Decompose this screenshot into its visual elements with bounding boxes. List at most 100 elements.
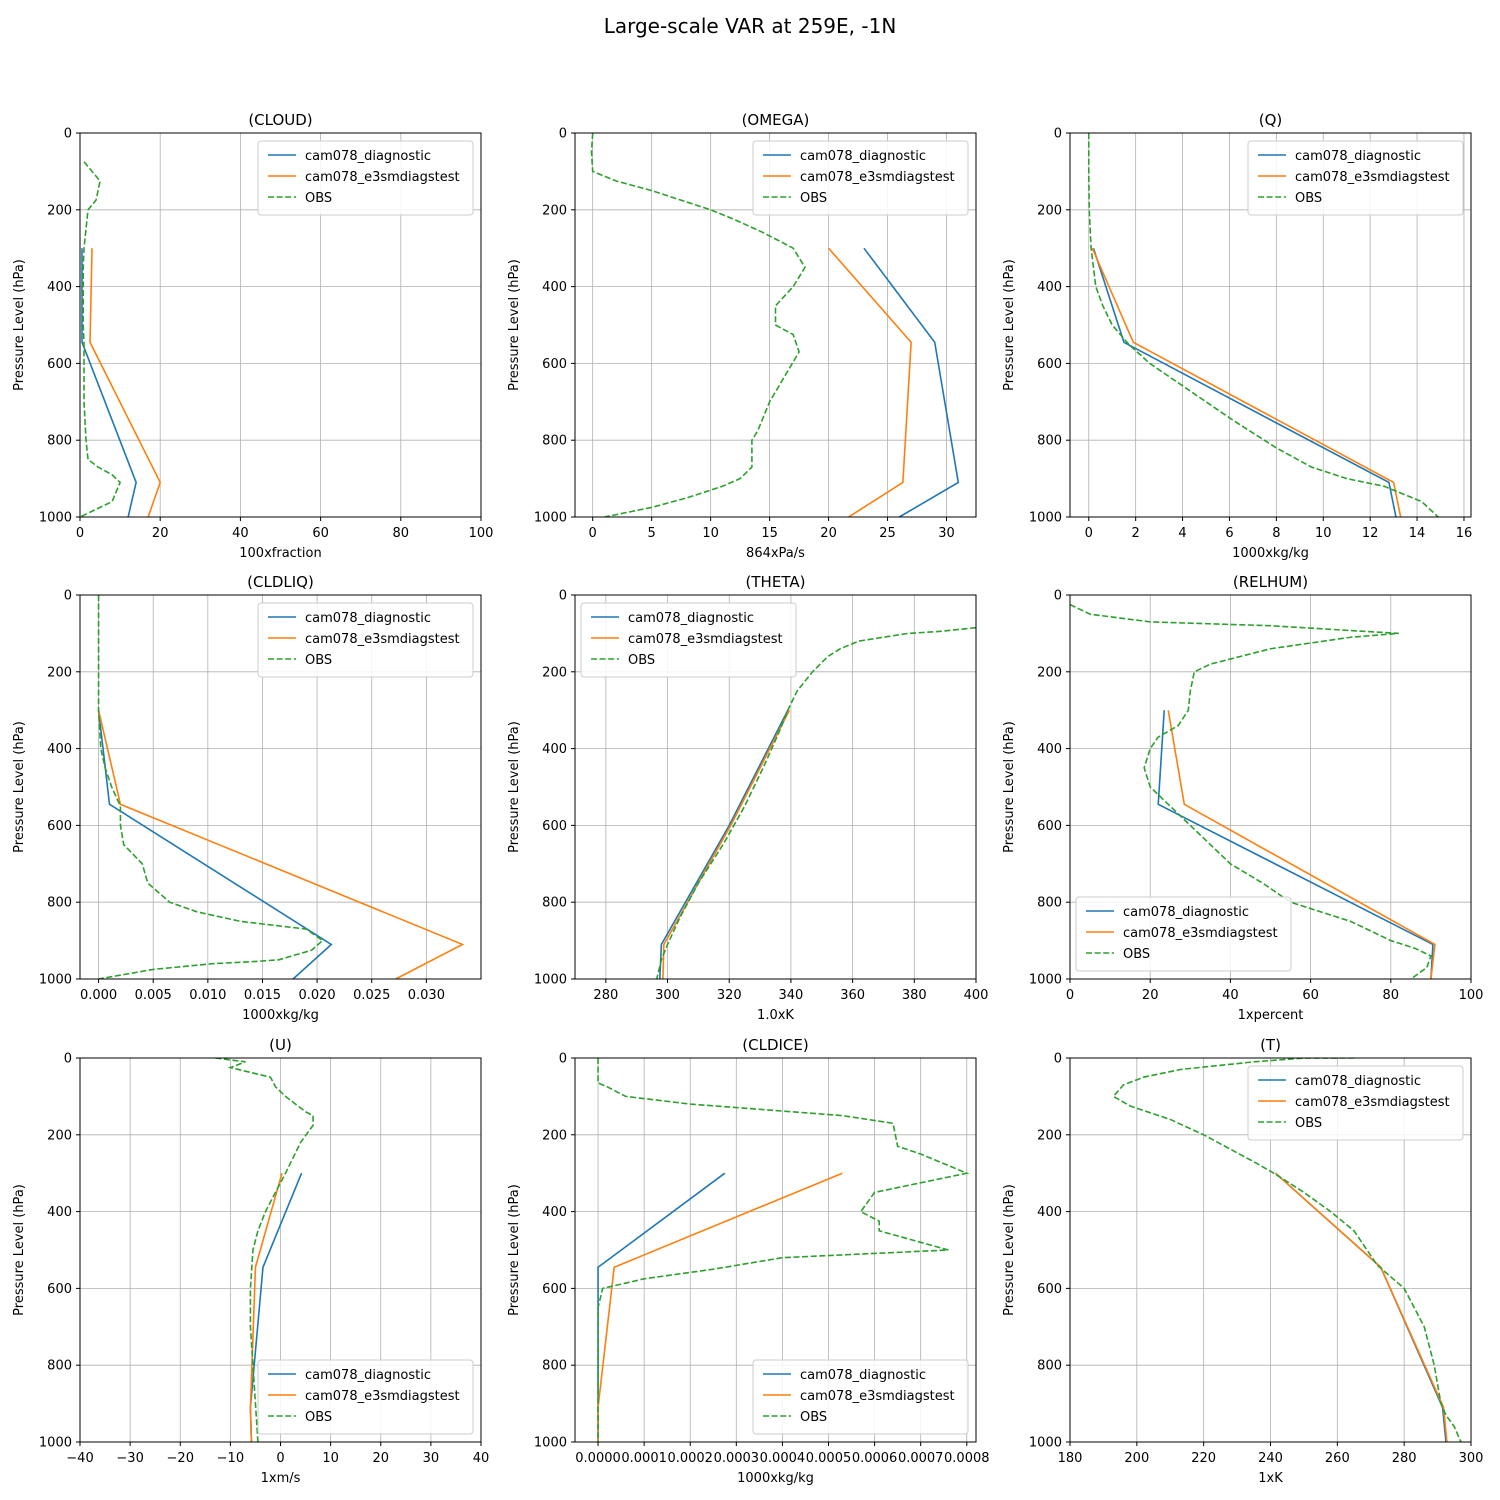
chart-title: (CLDLIQ) (247, 573, 314, 591)
x-tick-label: 240 (1258, 1451, 1283, 1466)
y-tick-label: 600 (542, 819, 567, 834)
y-axis-label: Pressure Level (hPa) (12, 259, 27, 391)
legend-label: OBS (1123, 947, 1150, 962)
x-tick-label: 0.030 (408, 988, 445, 1003)
x-tick-label: 0.0004 (760, 1451, 806, 1466)
y-tick-label: 800 (542, 896, 567, 911)
legend-label: cam078_e3smdiagstest (1295, 170, 1450, 185)
x-tick-label: 400 (964, 988, 989, 1003)
legend-label: cam078_e3smdiagstest (1295, 1095, 1450, 1110)
y-tick-label: 400 (47, 280, 72, 295)
y-tick-label: 800 (542, 1359, 567, 1374)
legend-label: OBS (628, 653, 655, 668)
y-axis-label: Pressure Level (hPa) (1002, 259, 1017, 391)
series-line-cam078_e3smdiagstest (97, 710, 465, 979)
y-tick-label: 1000 (39, 973, 72, 988)
x-tick-label: 15 (761, 526, 778, 541)
y-tick-label: 200 (47, 203, 72, 218)
y-tick-label: 200 (1037, 203, 1062, 218)
legend-label: OBS (305, 653, 332, 668)
legend-box (580, 602, 797, 678)
series-line-cam078_e3smdiagstest (249, 1172, 283, 1442)
x-tick-label: 360 (840, 988, 865, 1003)
y-tick-label: 0 (1054, 1052, 1062, 1067)
x-tick-label: 30 (938, 526, 955, 541)
y-tick-label: 1000 (534, 1436, 567, 1451)
chart-title: (OMEGA) (742, 111, 810, 129)
x-tick-label: 0 (76, 526, 84, 541)
series-line-OBS (597, 1058, 970, 1442)
series-line-cam078_e3smdiagstest (89, 248, 162, 517)
chart-panel-4: 0.000 0.005 0.010 0.015 0.020 0.025 0.030 0 200 4… (12, 573, 482, 1023)
y-tick-label: 400 (542, 1205, 567, 1220)
legend: cam078_diagnostic cam078_e3smdiagstest OBS (1075, 896, 1292, 972)
y-tick-label: 600 (47, 1282, 72, 1297)
axes-frame (574, 1057, 977, 1443)
legend-label: cam078_diagnostic (800, 1368, 926, 1383)
x-axis-label: 1000xkg/kg (242, 1008, 319, 1023)
axes-frame (574, 594, 977, 980)
legend-label: cam078_diagnostic (305, 611, 431, 626)
series-line-OBS (1070, 603, 1432, 979)
x-tick-label: 20 (152, 526, 169, 541)
y-axis-label: Pressure Level (hPa) (507, 721, 522, 853)
x-tick-label: 2 (1132, 526, 1140, 541)
x-tick-label: 0.0007 (898, 1451, 944, 1466)
y-tick-label: 800 (542, 434, 567, 449)
x-tick-label: 20 (372, 1451, 389, 1466)
series-line-OBS (1087, 133, 1439, 517)
x-tick-label: 0 (276, 1451, 284, 1466)
axes-frame (1069, 594, 1472, 980)
series-line-cam078_diagnostic (1274, 1172, 1447, 1442)
x-tick-label: 0.0006 (852, 1451, 898, 1466)
legend-label: cam078_diagnostic (800, 149, 926, 164)
y-tick-label: 600 (47, 357, 72, 372)
y-tick-label: 1000 (1029, 511, 1062, 526)
y-tick-label: 800 (47, 896, 72, 911)
y-tick-label: 1000 (534, 511, 567, 526)
legend-label: cam078_diagnostic (305, 1368, 431, 1383)
legend: cam078_diagnostic cam078_e3smdiagstest OBS (580, 602, 797, 678)
chart-panel-7: −40 −30 −20 −10 0 10 20 30 4002004006008001000(U… (12, 1036, 489, 1486)
legend-label: OBS (800, 1410, 827, 1425)
figure-title: Large-scale VAR at 259E, -1N (603, 14, 897, 38)
chart-title: (CLDICE) (742, 1036, 808, 1054)
y-tick-label: 0 (559, 1052, 567, 1067)
x-tick-label: 12 (1362, 526, 1379, 541)
x-axis-label: 1xK (1258, 1471, 1283, 1486)
x-tick-label: −40 (66, 1451, 93, 1466)
x-tick-label: 40 (473, 1451, 490, 1466)
chart-panel-8: 0.0000 0.0001 0.0002 0.0003 0.0004 0.0005 0.00… (507, 1036, 990, 1486)
chart-title: (Q) (1259, 111, 1283, 129)
y-tick-label: 600 (1037, 357, 1062, 372)
chart-title: (T) (1260, 1036, 1281, 1054)
y-tick-label: 400 (1037, 1205, 1062, 1220)
legend: cam078_diagnostic cam078_e3smdiagstest OBS (752, 140, 969, 216)
y-tick-label: 600 (542, 357, 567, 372)
legend-label: OBS (1295, 191, 1322, 206)
y-axis-label: Pressure Level (hPa) (1002, 721, 1017, 853)
y-tick-label: 800 (47, 1359, 72, 1374)
y-tick-label: 1000 (39, 1436, 72, 1451)
y-tick-label: 800 (1037, 1359, 1062, 1374)
x-tick-label: 0.0000 (575, 1451, 621, 1466)
y-tick-label: 400 (542, 280, 567, 295)
x-tick-label: 100 (1459, 988, 1484, 1003)
series-line-OBS (655, 626, 976, 979)
x-tick-label: 60 (312, 526, 329, 541)
y-tick-label: 1000 (1029, 973, 1062, 988)
y-tick-label: 600 (47, 819, 72, 834)
x-tick-label: 10 (1315, 526, 1332, 541)
x-tick-label: 60 (1302, 988, 1319, 1003)
series-line-OBS (97, 595, 324, 979)
chart-panel-1: 0 20 40 60 80 10002004006008001000(CLOUD)100x… (12, 111, 493, 561)
x-tick-label: −20 (167, 1451, 194, 1466)
x-tick-label: 20 (820, 526, 837, 541)
x-tick-label: 0.000 (80, 988, 117, 1003)
series-line-OBS (590, 133, 806, 517)
x-tick-label: 0 (589, 526, 597, 541)
x-tick-label: 20 (1142, 988, 1159, 1003)
y-axis-label: Pressure Level (hPa) (12, 1184, 27, 1316)
x-tick-label: 0.015 (244, 988, 281, 1003)
y-tick-label: 600 (1037, 819, 1062, 834)
